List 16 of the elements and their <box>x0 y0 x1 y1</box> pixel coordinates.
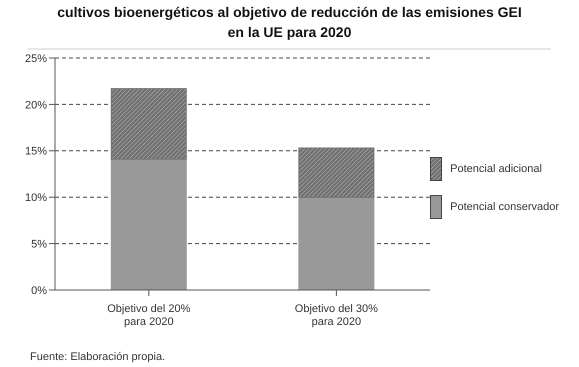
y-tick-label: 25% <box>24 52 48 65</box>
bar <box>298 148 374 198</box>
legend-label: Potencial adicional <box>450 163 542 175</box>
y-tick-label: 15% <box>24 146 48 158</box>
bar <box>110 88 187 160</box>
y-tick-label: 10% <box>24 192 48 204</box>
source-note: Fuente: Elaboración propia. <box>30 351 166 363</box>
x-tick-label: Objetivo del 30% para 2020 <box>294 303 378 328</box>
y-tick-label: 5% <box>31 238 48 251</box>
legend-label: Potencial conservador <box>450 201 559 213</box>
x-tick-label: Objetivo del 20% para 2020 <box>107 303 191 328</box>
bar <box>298 196 374 290</box>
y-tick-label: 20% <box>24 99 48 112</box>
chart-title: cultivos bioenergéticos al objetivo de reducción de las emisiones GEI en la UE para 2020 <box>56 3 523 42</box>
bar <box>110 158 187 290</box>
y-tick-label: 0% <box>31 284 48 297</box>
